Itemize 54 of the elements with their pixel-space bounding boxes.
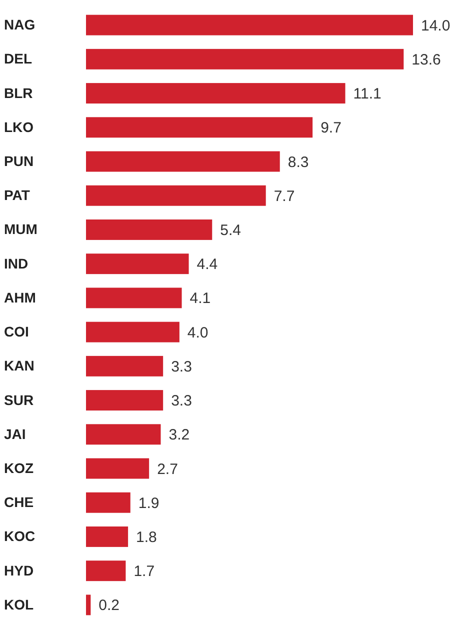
data-label: 3.3 — [171, 358, 192, 376]
bar — [86, 594, 91, 616]
y-tick-label: BLR — [4, 84, 33, 101]
data-label: 14.0 — [421, 17, 450, 34]
bar — [86, 117, 313, 138]
y-tick-label: CHE — [4, 494, 34, 510]
bar — [86, 322, 180, 342]
bar — [86, 390, 164, 411]
y-tick-label: HYD — [4, 562, 34, 578]
data-label: 4.4 — [196, 256, 218, 274]
data-label: 1.8 — [136, 528, 157, 546]
y-tick-label: SUR — [4, 392, 34, 408]
bar — [86, 185, 266, 206]
bar — [86, 219, 212, 240]
bar — [86, 14, 413, 36]
y-tick-label: KOL — [4, 596, 34, 612]
bar — [86, 424, 161, 445]
data-label: 1.7 — [134, 563, 155, 580]
data-label: 5.4 — [220, 222, 241, 239]
y-tick-label: MUM — [4, 221, 38, 238]
bar — [86, 560, 126, 582]
y-tick-label: AHM — [4, 289, 36, 306]
bar — [86, 458, 150, 479]
data-label: 3.3 — [171, 392, 192, 410]
y-tick-label: KAN — [4, 358, 34, 374]
y-tick-label: IND — [4, 255, 28, 272]
data-label: 4.0 — [187, 324, 208, 342]
data-label: 4.1 — [190, 290, 211, 308]
y-tick-label: KOZ — [4, 460, 34, 476]
y-tick-label: COI — [4, 324, 29, 340]
y-tick-label: NAG — [4, 16, 36, 33]
bar — [86, 254, 189, 274]
bar — [86, 151, 280, 172]
data-label: 13.6 — [412, 51, 441, 68]
bar — [86, 288, 182, 308]
y-tick-label: JAI — [4, 426, 26, 442]
data-label: 11.1 — [353, 86, 382, 103]
bar — [86, 83, 346, 104]
data-label: 0.2 — [98, 597, 120, 614]
data-label: 2.7 — [157, 460, 178, 478]
y-tick-label: PUN — [4, 152, 34, 169]
data-label: 9.7 — [320, 120, 342, 137]
y-tick-label: DEL — [4, 50, 32, 67]
bar — [86, 526, 128, 547]
data-label: 1.9 — [138, 494, 160, 512]
y-tick-label: PAT — [4, 187, 30, 204]
data-label: 7.7 — [274, 188, 295, 205]
y-tick-label: KOC — [4, 528, 36, 544]
y-tick-label: LKO — [4, 118, 34, 135]
bar — [86, 492, 130, 513]
data-label: 8.3 — [288, 154, 309, 171]
bar — [86, 356, 164, 376]
data-label: 3.2 — [168, 426, 190, 444]
bar — [86, 48, 404, 70]
